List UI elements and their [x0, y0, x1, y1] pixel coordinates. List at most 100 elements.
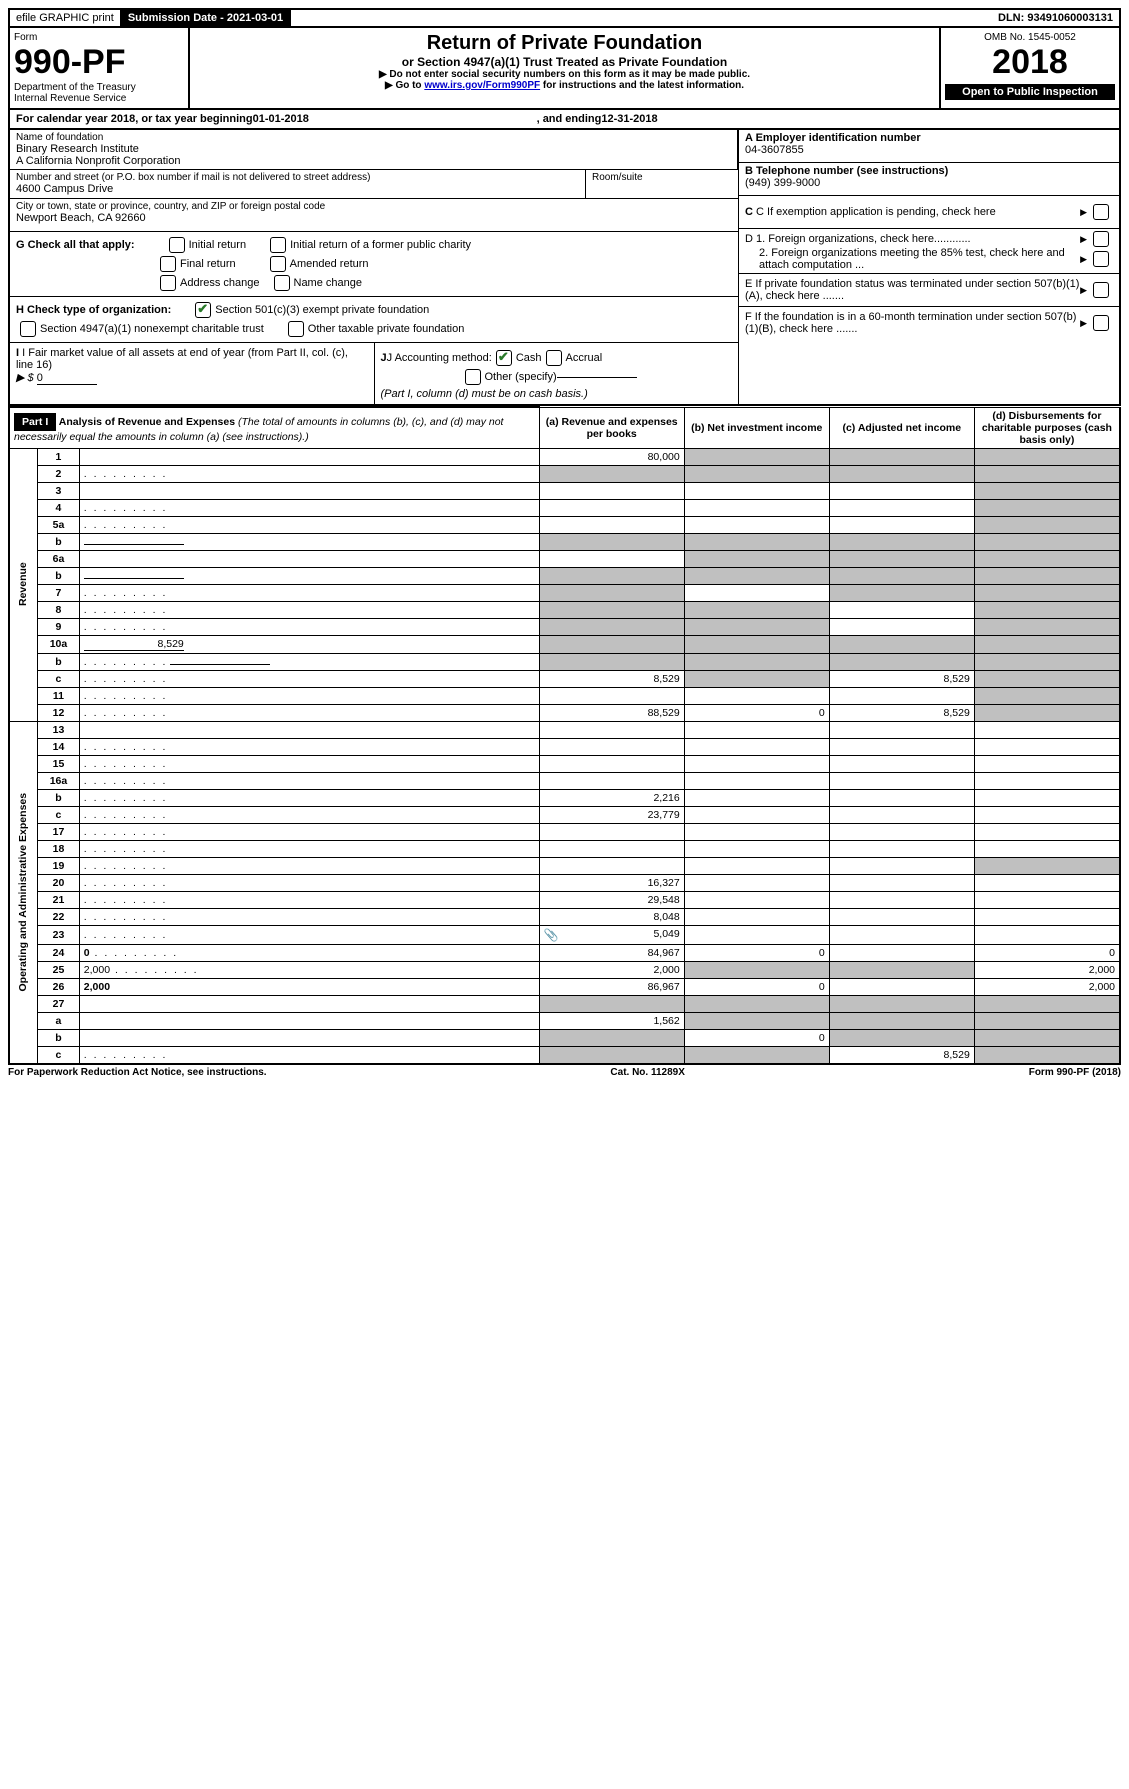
checkbox-address[interactable]: [160, 275, 176, 291]
checkbox-final[interactable]: [160, 256, 176, 272]
schedule-icon[interactable]: 📎: [544, 928, 559, 942]
table-row: b: [9, 653, 1120, 670]
table-row: 5a: [9, 516, 1120, 533]
amount-col-c: [829, 789, 974, 806]
amount-col-a: 80,000: [539, 448, 684, 465]
checkbox-e[interactable]: [1093, 282, 1109, 298]
form-label: Form: [14, 32, 184, 43]
line-number: c: [38, 1046, 80, 1064]
checkbox-501c3[interactable]: [195, 302, 211, 318]
amount-col-d: [974, 789, 1120, 806]
table-row: 4: [9, 499, 1120, 516]
amount-col-a: [539, 1046, 684, 1064]
checkbox-f[interactable]: [1093, 315, 1109, 331]
amount-col-b: [684, 533, 829, 550]
amount-col-c: [829, 755, 974, 772]
form-number: 990-PF: [14, 43, 184, 82]
line-description: [79, 687, 539, 704]
amount-col-b: [684, 653, 829, 670]
line-number: 14: [38, 738, 80, 755]
amount-col-b: [684, 840, 829, 857]
amount-col-b: [684, 687, 829, 704]
line-description: [79, 601, 539, 618]
amount-col-b: [684, 584, 829, 601]
checkbox-amended[interactable]: [270, 256, 286, 272]
amount-col-a: [539, 687, 684, 704]
amount-col-b: [684, 482, 829, 499]
line-number: 17: [38, 823, 80, 840]
amount-col-a: [539, 618, 684, 635]
table-row: 7: [9, 584, 1120, 601]
table-row: 27: [9, 995, 1120, 1012]
amount-col-a: [539, 823, 684, 840]
header-left: Form 990-PF Department of the Treasury I…: [10, 28, 190, 108]
irs-link[interactable]: www.irs.gov/Form990PF: [424, 80, 540, 91]
line-number: 7: [38, 584, 80, 601]
amount-col-b: [684, 448, 829, 465]
amount-col-b: [684, 806, 829, 823]
dln: DLN: 93491060003131: [992, 10, 1119, 26]
amount-col-d: [974, 857, 1120, 874]
table-row: 19: [9, 857, 1120, 874]
line-number: 26: [38, 978, 80, 995]
line-number: 13: [38, 721, 80, 738]
checkbox-cash[interactable]: [496, 350, 512, 366]
amount-col-a: 2,216: [539, 789, 684, 806]
checkbox-d1[interactable]: [1093, 231, 1109, 247]
table-row: 11: [9, 687, 1120, 704]
amount-col-a: [539, 653, 684, 670]
checkbox-other-taxable[interactable]: [288, 321, 304, 337]
section-h: H Check type of organization: Section 50…: [10, 297, 738, 343]
checkbox-name-change[interactable]: [274, 275, 290, 291]
form-subtitle: or Section 4947(a)(1) Trust Treated as P…: [194, 55, 935, 69]
line-number: 5a: [38, 516, 80, 533]
footer-right: Form 990-PF (2018): [1029, 1067, 1121, 1078]
checkbox-initial[interactable]: [169, 237, 185, 253]
amount-col-d: [974, 823, 1120, 840]
line-number: 22: [38, 908, 80, 925]
line-description: [79, 891, 539, 908]
checkbox-accrual[interactable]: [546, 350, 562, 366]
line-description: [79, 465, 539, 482]
line-number: 24: [38, 944, 80, 961]
line-number: b: [38, 567, 80, 584]
amount-col-c: [829, 908, 974, 925]
line-description: [79, 482, 539, 499]
amount-col-b: [684, 1046, 829, 1064]
amount-col-b: [684, 550, 829, 567]
amount-col-d: [974, 448, 1120, 465]
page-footer: For Paperwork Reduction Act Notice, see …: [8, 1065, 1121, 1080]
line-number: b: [38, 653, 80, 670]
checkbox-4947[interactable]: [20, 321, 36, 337]
addr-label: Number and street (or P.O. box number if…: [16, 172, 579, 183]
line-number: 10a: [38, 635, 80, 653]
amount-col-d: [974, 806, 1120, 823]
amount-col-b: [684, 465, 829, 482]
amount-col-b: [684, 857, 829, 874]
amount-col-b: [684, 925, 829, 944]
amount-col-b: [684, 874, 829, 891]
city-state-zip: Newport Beach, CA 92660: [16, 212, 732, 224]
checkbox-initial-former[interactable]: [270, 237, 286, 253]
table-row: 6a: [9, 550, 1120, 567]
note-1: ▶ Do not enter social security numbers o…: [194, 69, 935, 80]
amount-col-d: [974, 499, 1120, 516]
amount-col-c: [829, 874, 974, 891]
line-number: c: [38, 670, 80, 687]
amount-col-a: 8,048: [539, 908, 684, 925]
checkbox-other-method[interactable]: [465, 369, 481, 385]
amount-col-a: 86,967: [539, 978, 684, 995]
table-row: 2: [9, 465, 1120, 482]
table-row: 15: [9, 755, 1120, 772]
amount-col-d: [974, 653, 1120, 670]
amount-col-a: 1,562: [539, 1012, 684, 1029]
amount-col-c: [829, 978, 974, 995]
checkbox-c[interactable]: [1093, 204, 1109, 220]
checkbox-d2[interactable]: [1093, 251, 1109, 267]
line-number: 11: [38, 687, 80, 704]
header-right: OMB No. 1545-0052 2018 Open to Public In…: [939, 28, 1119, 108]
amount-col-d: 2,000: [974, 978, 1120, 995]
amount-col-a: [539, 772, 684, 789]
amount-col-c: [829, 516, 974, 533]
line-description: [79, 806, 539, 823]
